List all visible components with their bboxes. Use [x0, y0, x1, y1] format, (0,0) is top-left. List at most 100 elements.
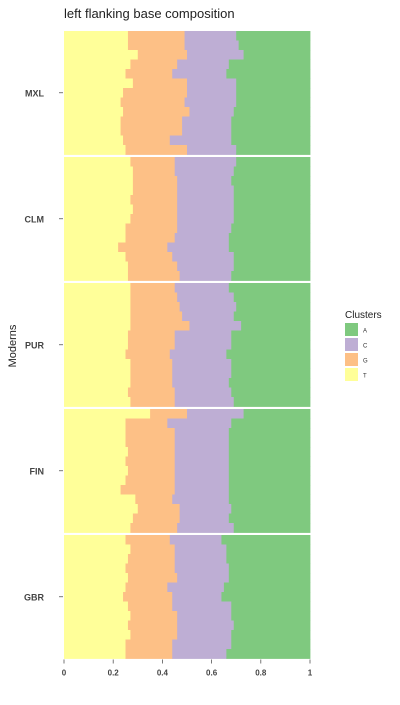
bar-segment-a [228, 242, 311, 253]
bar-segment-c [174, 166, 235, 177]
panel-gbr [64, 535, 311, 659]
bar-segment-g [130, 311, 183, 322]
bar-segment-c [177, 195, 235, 205]
bar-segment-t [64, 50, 139, 60]
legend-label-a: A [363, 329, 367, 335]
bar-segment-a [226, 544, 311, 555]
bar-segment-c [174, 475, 230, 486]
bar-segment-c [169, 135, 232, 146]
bar-segment-g [130, 302, 181, 312]
bar-segment-g [125, 437, 176, 448]
panel-label-mxl: MXL [25, 88, 45, 98]
bar-segment-c [177, 176, 232, 186]
bar-segment-a [233, 523, 311, 533]
bar-segment-t [64, 649, 126, 659]
bar-segment-c [182, 116, 232, 127]
bar-segment-t [64, 321, 131, 331]
bar-segment-a [228, 466, 311, 476]
bar-segment-a [231, 126, 311, 136]
bar-segment-c [184, 97, 237, 108]
bar-segment-g [125, 639, 173, 650]
bar-segment-c [174, 437, 230, 448]
bar-segment-c [177, 223, 232, 234]
bar-segment-c [177, 292, 235, 303]
bar-segment-c [187, 88, 237, 98]
bar-segment-t [64, 97, 121, 108]
bar-segment-g [130, 630, 178, 640]
bar-segment-a [231, 359, 311, 369]
bar-segment-t [64, 544, 131, 555]
bar-segment-a [233, 195, 311, 205]
bar-segment-c [179, 504, 232, 514]
bar-segment-a [226, 69, 311, 79]
bar-segment-a [228, 475, 311, 486]
x-tick-label: 0.4 [157, 669, 169, 678]
bar-segment-a [226, 554, 311, 564]
bar-segment-g [137, 50, 188, 60]
bar-segment-c [167, 242, 230, 253]
bar-segment-t [64, 145, 126, 155]
bar-segment-c [172, 368, 232, 379]
bar-segment-a [228, 59, 311, 70]
bar-segment-g [130, 283, 176, 293]
bar-segment-g [123, 592, 173, 602]
bar-segment-c [174, 157, 237, 167]
bar-segment-g [127, 261, 178, 272]
bar-segment-c [172, 359, 232, 369]
bar-segment-c [177, 59, 230, 70]
bar-segment-c [174, 447, 230, 457]
bar-segment-g [132, 176, 178, 186]
bar-segment-g [125, 475, 176, 486]
bar-segment-g [125, 428, 176, 438]
bar-segment-a [233, 107, 311, 117]
bar-segment-g [127, 573, 178, 583]
bar-segment-g [127, 447, 176, 457]
bar-segment-t [64, 185, 134, 196]
bar-segment-g [130, 195, 178, 205]
bar-segment-c [174, 330, 232, 341]
bar-segment-t [64, 166, 134, 177]
bar-segment-c [179, 513, 230, 524]
bar-segment-g [127, 466, 176, 476]
bar-segment-g [130, 378, 173, 388]
bar-segment-c [169, 349, 227, 360]
bar-segment-t [64, 397, 131, 407]
bar-segment-a [236, 78, 311, 89]
bar-segment-c [189, 107, 235, 117]
bar-segment-a [228, 563, 311, 574]
bar-segment-g [127, 620, 178, 631]
bar-segment-t [64, 387, 129, 398]
bar-segment-a [231, 271, 311, 281]
x-tick-label: 0.6 [206, 669, 218, 678]
bar-segment-c [174, 456, 230, 467]
bar-segment-t [64, 409, 151, 419]
bar-segment-c [187, 409, 244, 419]
bar-segment-a [226, 349, 311, 360]
bar-segment-g [130, 397, 176, 407]
bar-segment-c [177, 611, 232, 621]
bar-segment-t [64, 302, 131, 312]
bar-segment-a [221, 592, 311, 602]
bar-segment-t [64, 563, 126, 574]
bar-segment-g [125, 233, 176, 243]
bar-segment-g [127, 271, 181, 281]
bar-segment-g [118, 242, 168, 253]
bar-segment-g [125, 563, 176, 574]
bar-segment-g [123, 135, 171, 146]
bar-segment-c [182, 126, 232, 136]
bar-segment-c [174, 544, 227, 555]
bar-segment-c [174, 283, 230, 293]
bar-segment-a [231, 387, 311, 398]
bar-segment-t [64, 176, 134, 186]
bar-segment-t [64, 418, 126, 429]
bar-segment-t [64, 582, 126, 593]
bar-segment-g [130, 611, 178, 621]
legend-label-t: T [363, 374, 367, 380]
bar-segment-a [233, 261, 311, 272]
bar-segment-t [64, 359, 131, 369]
bar-segment-t [64, 535, 126, 545]
bar-segment-t [64, 485, 121, 495]
bar-segment-a [221, 535, 311, 545]
legend-swatch-a [345, 323, 358, 336]
